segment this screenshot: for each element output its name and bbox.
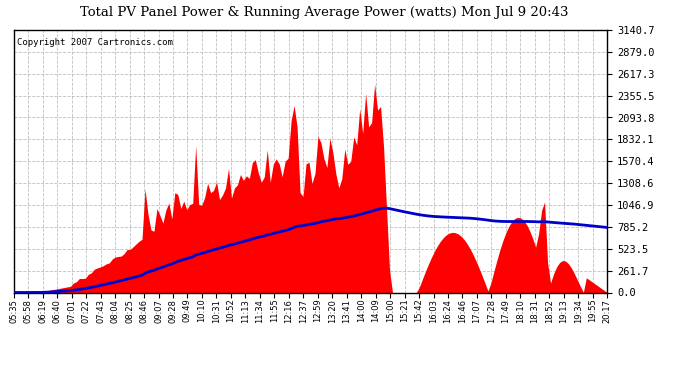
Text: Total PV Panel Power & Running Average Power (watts) Mon Jul 9 20:43: Total PV Panel Power & Running Average P…	[80, 6, 569, 19]
Text: Copyright 2007 Cartronics.com: Copyright 2007 Cartronics.com	[17, 38, 172, 47]
